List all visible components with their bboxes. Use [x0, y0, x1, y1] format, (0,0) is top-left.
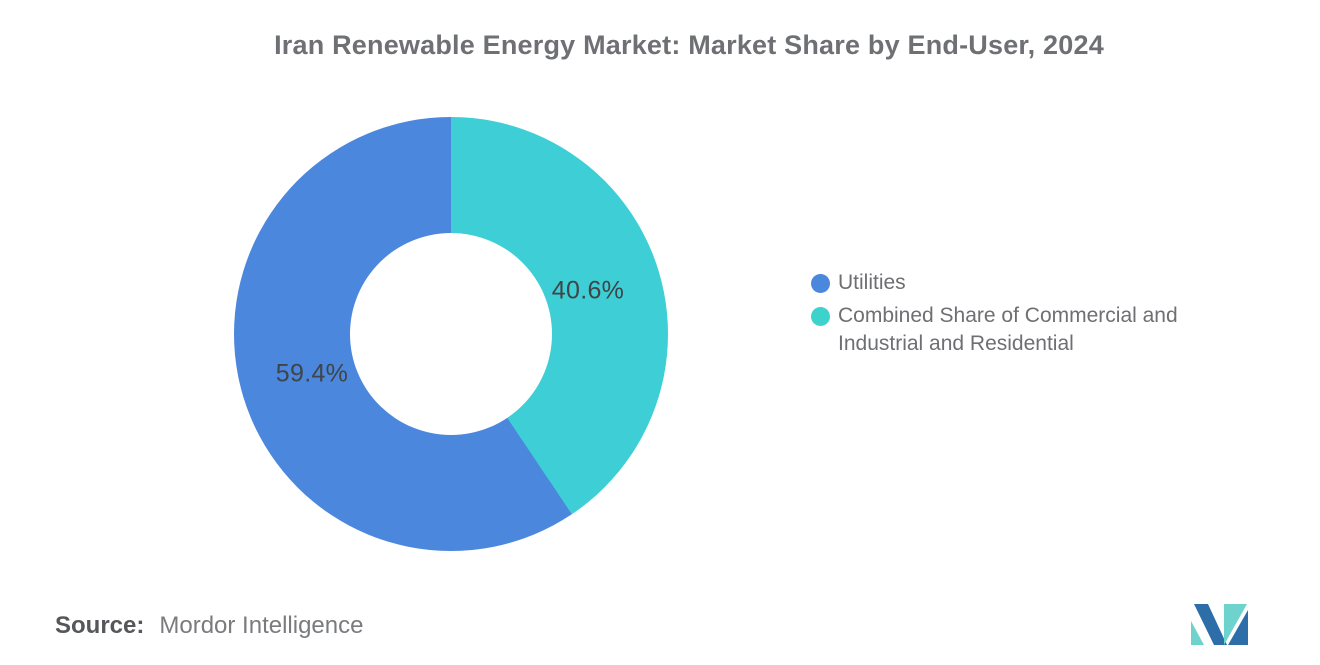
- donut-chart: 59.4% 40.6%: [234, 117, 668, 551]
- source-line: Source: Mordor Intelligence: [55, 612, 363, 640]
- donut-hole: [350, 233, 552, 435]
- logo-teal-left-triangle: [1191, 621, 1204, 645]
- legend-swatch-commercial-icon: [811, 307, 830, 326]
- logo-blue-diagonal: [1194, 604, 1227, 645]
- logo-teal-right-triangle: [1224, 604, 1247, 645]
- logo-blue-right-stroke: [1228, 610, 1248, 645]
- mordor-intelligence-logo: [1191, 604, 1248, 645]
- legend-item-commercial-industrial-residential: Combined Share of Commercial and Industr…: [811, 302, 1230, 358]
- source-label: Source:: [55, 612, 145, 639]
- chart-title: Iran Renewable Energy Market: Market Sha…: [274, 30, 1104, 60]
- legend: Utilities Combined Share of Commercial a…: [811, 269, 1230, 358]
- legend-swatch-utilities-icon: [811, 274, 830, 293]
- slice-label-utilities: 59.4%: [275, 359, 349, 388]
- legend-label-commercial-industrial-residential: Combined Share of Commercial and Industr…: [838, 304, 1178, 355]
- legend-item-utilities: Utilities: [811, 269, 1230, 297]
- source-value: Mordor Intelligence: [159, 612, 364, 639]
- slice-label-commercial-industrial-residential: 40.6%: [551, 276, 625, 305]
- legend-label-utilities: Utilities: [838, 271, 906, 294]
